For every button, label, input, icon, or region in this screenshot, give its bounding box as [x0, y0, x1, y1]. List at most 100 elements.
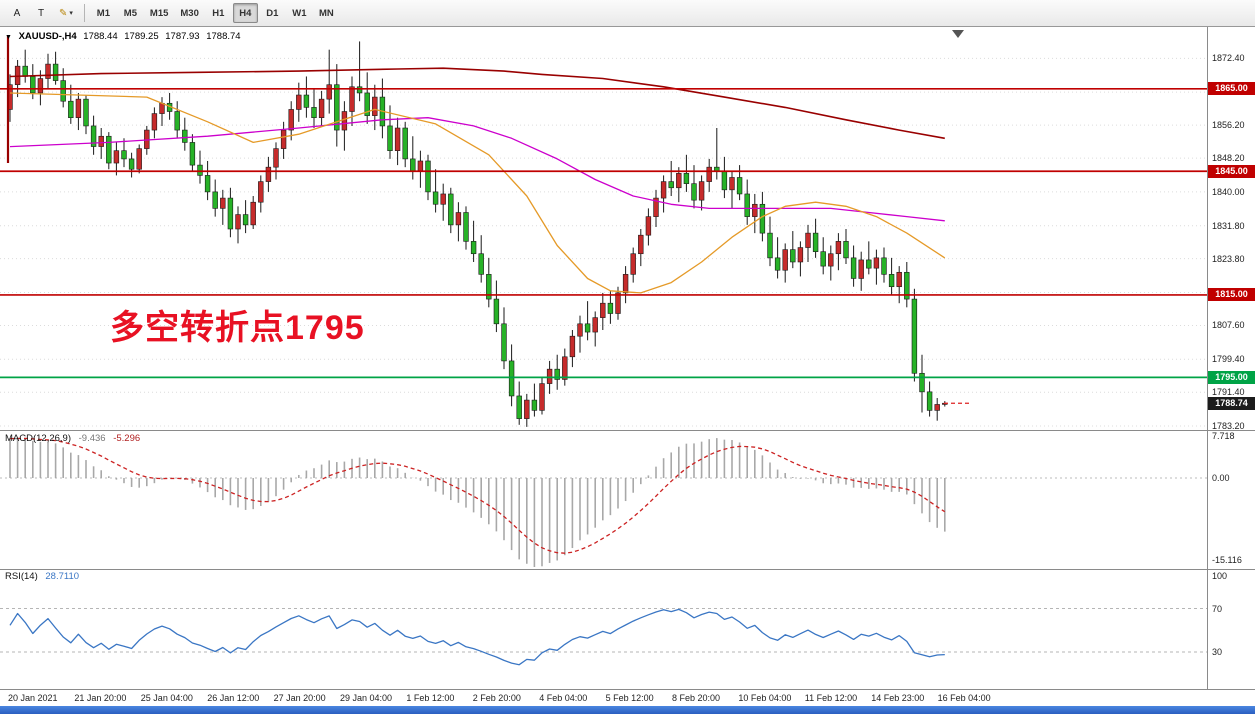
- candle: [622, 266, 629, 304]
- candle: [888, 257, 895, 295]
- timeframe-m30-button[interactable]: M30: [180, 7, 199, 19]
- candle: [113, 142, 120, 176]
- candle: [729, 171, 735, 209]
- candle-body: [812, 232, 819, 252]
- candle: [349, 76, 355, 126]
- candle-body: [128, 158, 135, 170]
- candle: [516, 381, 522, 425]
- candle-body: [850, 257, 857, 279]
- candle: [554, 354, 560, 390]
- price-tick-label: 1799.40: [1212, 354, 1245, 365]
- time-axis[interactable]: 20 Jan 2021 21 Jan 20:00 25 Jan 04:00 26 Ja…: [0, 690, 1207, 706]
- rsi-panel-separator[interactable]: [0, 569, 1255, 570]
- candle-body: [828, 253, 834, 267]
- candle-body: [767, 232, 773, 259]
- candle-body: [326, 84, 332, 100]
- cursor-tool-button[interactable]: A: [13, 7, 21, 19]
- candle: [106, 132, 112, 170]
- candle-body: [524, 399, 530, 419]
- candle: [90, 115, 97, 155]
- candle: [919, 354, 925, 413]
- candle: [767, 216, 773, 267]
- toolbar-separator: [83, 4, 85, 22]
- candle-body: [311, 107, 317, 118]
- ma-slow-red-line: [9, 67, 945, 140]
- timeframe-h4-button[interactable]: H4: [232, 3, 258, 23]
- level-price-badge: 1865.00: [1208, 82, 1255, 96]
- macd-scale-label: -15.116: [1212, 554, 1242, 565]
- candle-body: [136, 148, 142, 170]
- drawing-tools-group: A T ✎ ▾: [6, 3, 78, 23]
- candle: [288, 101, 294, 141]
- candle: [873, 249, 880, 285]
- candle: [858, 251, 864, 291]
- price-tick-label: 1791.40: [1212, 387, 1245, 398]
- candle: [235, 206, 241, 244]
- candle: [83, 95, 89, 135]
- draw-tool-button[interactable]: ✎ ▾: [59, 7, 73, 19]
- candle-body: [250, 201, 256, 226]
- macd-main-value: -9.436: [78, 433, 106, 444]
- text-tool-button[interactable]: T: [37, 7, 45, 19]
- candle-body: [904, 271, 910, 300]
- candle: [683, 154, 690, 192]
- candle: [311, 88, 317, 128]
- candle-body: [394, 127, 401, 151]
- timeframe-m1-button[interactable]: M1: [96, 7, 110, 19]
- candle-body: [37, 78, 44, 94]
- candle: [136, 144, 142, 174]
- candle: [227, 187, 234, 238]
- price-scale[interactable]: 1872.401864.201856.201848.201840.001831.…: [1207, 27, 1255, 689]
- candle: [128, 152, 135, 178]
- timeframe-h1-button[interactable]: H1: [212, 7, 225, 19]
- candle: [151, 107, 158, 139]
- current-price-badge: 1788.74: [1208, 396, 1255, 410]
- candle: [577, 315, 583, 353]
- candle: [394, 117, 401, 166]
- level-price-badge: 1795.00: [1208, 370, 1255, 384]
- candle-body: [372, 96, 378, 116]
- candle-body: [159, 102, 165, 114]
- candle-body: [349, 86, 355, 112]
- candle-body: [280, 129, 287, 149]
- candle-body: [698, 181, 705, 201]
- macd-panel[interactable]: [0, 431, 1207, 569]
- candle-body: [417, 160, 424, 172]
- candle: [524, 393, 530, 427]
- candle-body: [577, 323, 583, 337]
- rsi-value: 28.7110: [45, 571, 80, 582]
- close-value: 1788.74: [206, 31, 241, 42]
- timeframe-mn-button[interactable]: MN: [318, 7, 334, 19]
- timeframe-w1-button[interactable]: W1: [292, 7, 307, 19]
- rsi-panel[interactable]: [0, 569, 1207, 689]
- candle-body: [866, 259, 872, 269]
- candle-body: [926, 391, 933, 411]
- candle: [478, 235, 484, 283]
- candle: [68, 84, 74, 124]
- candle: [212, 179, 218, 217]
- annotation-text[interactable]: 多空转折点1795: [110, 309, 365, 347]
- candle-body: [341, 111, 348, 131]
- timeframe-m15-button[interactable]: M15: [149, 7, 169, 19]
- candle-body: [622, 274, 629, 294]
- candle-body: [212, 191, 218, 209]
- timeframe-m5-button[interactable]: M5: [123, 7, 137, 19]
- collapse-arrow-icon[interactable]: ▼: [5, 34, 12, 41]
- level-price-badge: 1815.00: [1208, 288, 1255, 302]
- macd-indicator-label: MACD(12,26,9) -9.436 -5.296: [5, 433, 145, 444]
- candle: [676, 167, 682, 203]
- candle-body: [303, 94, 310, 108]
- candle-body: [478, 253, 484, 275]
- macd-panel-separator[interactable]: [0, 430, 1255, 431]
- timeframe-d1-button[interactable]: D1: [266, 7, 279, 19]
- candle-body: [318, 98, 325, 118]
- candle: [379, 78, 386, 139]
- candle-body: [546, 368, 553, 384]
- candlestick-chart[interactable]: [0, 27, 1207, 431]
- candle: [242, 200, 249, 234]
- candle: [881, 247, 887, 283]
- candle: [326, 49, 332, 114]
- candle: [432, 169, 439, 213]
- candle-body: [911, 298, 918, 374]
- candle-body: [90, 125, 97, 147]
